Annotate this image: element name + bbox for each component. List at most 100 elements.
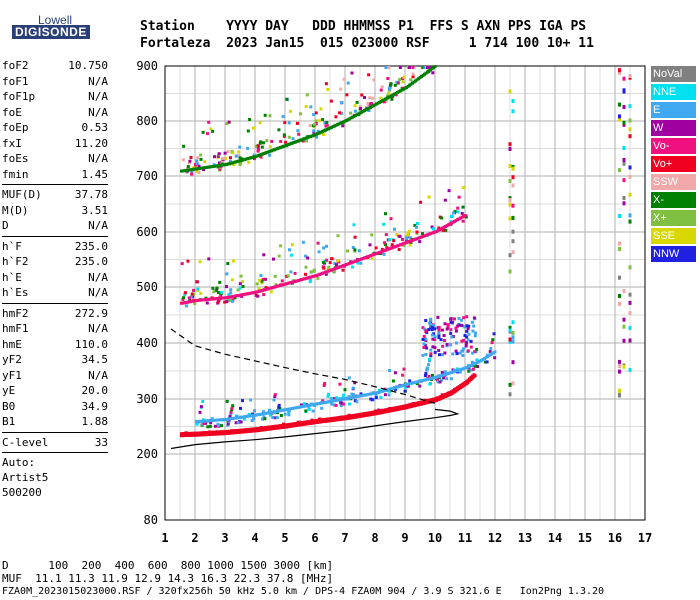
echo-point — [288, 248, 291, 252]
interference-point — [618, 246, 621, 251]
param-row: foEp 0.53 — [2, 120, 108, 136]
interference-point — [508, 202, 512, 207]
interference-point — [622, 120, 626, 125]
echo-point — [471, 367, 475, 371]
interference-point — [622, 196, 626, 200]
echo-point — [304, 265, 308, 269]
interference-point — [618, 275, 621, 280]
x-tick-label: 13 — [518, 531, 532, 545]
echo-point — [427, 374, 431, 378]
echo-point — [418, 240, 422, 244]
echo-point — [437, 333, 441, 337]
echo-point — [208, 424, 212, 428]
echo-point — [363, 96, 366, 99]
interference-point — [628, 134, 632, 139]
echo-point — [274, 283, 278, 287]
parameter-panel: foF2 10.750 foF1 N/A foF1p N/A foE N/A foEp 0.53 f… — [2, 58, 108, 500]
interference-point — [511, 175, 515, 180]
echo-point — [225, 272, 229, 276]
echo-point — [277, 405, 281, 409]
echo-point — [241, 285, 245, 288]
echo-point — [188, 159, 192, 163]
echo-point — [230, 278, 234, 282]
interference-point — [628, 127, 632, 132]
interference-point — [628, 213, 632, 218]
true-height-profile — [170, 408, 460, 450]
param-value: 1.88 — [81, 415, 109, 428]
interference-point — [628, 165, 632, 170]
echo-point — [288, 109, 292, 113]
echo-point — [475, 348, 479, 351]
x-tick-label: 11 — [458, 531, 472, 545]
echo-point — [272, 257, 275, 261]
plot-frame — [164, 65, 646, 521]
echo-point — [469, 339, 473, 343]
param-value: 0.53 — [81, 121, 109, 134]
echo-point — [473, 331, 477, 335]
echo-point — [460, 339, 464, 343]
distance-row: D 100 200 400 600 800 1000 1500 3000 [km… — [2, 559, 334, 572]
interference-point — [618, 392, 621, 397]
echo-point — [355, 100, 359, 104]
param-row: foF1p N/A — [2, 89, 108, 105]
echo-point — [286, 274, 290, 278]
echo-point — [387, 91, 391, 95]
echo-point — [460, 349, 464, 353]
echo-point — [317, 250, 321, 254]
echo-point — [221, 159, 224, 163]
param-value: 110.0 — [74, 337, 108, 351]
echo-point — [422, 346, 426, 349]
y-tick-label: 80 — [144, 513, 158, 527]
echo-point — [403, 389, 407, 393]
echo-point — [287, 413, 291, 417]
echo-point — [321, 399, 325, 403]
interference-point — [618, 241, 621, 246]
echo-point — [273, 274, 277, 278]
echo-point — [351, 386, 355, 390]
echo-point — [442, 376, 445, 380]
artist-version: 500200 — [2, 486, 42, 499]
echo-point — [249, 398, 253, 402]
echo-point — [342, 393, 346, 397]
trace-point — [472, 373, 476, 379]
echo-point — [408, 379, 412, 383]
echo-point — [401, 373, 405, 377]
echo-point — [190, 172, 194, 176]
echo-point — [351, 265, 355, 269]
echo-point — [407, 229, 411, 233]
echo-point — [384, 212, 387, 216]
echo-point — [225, 122, 229, 126]
echo-point — [402, 75, 406, 79]
echo-point — [263, 113, 267, 117]
echo-point — [353, 109, 357, 113]
echo-point — [302, 402, 306, 406]
echo-point — [311, 409, 315, 413]
echo-point — [225, 300, 229, 304]
echo-point — [456, 324, 460, 328]
echo-point — [304, 105, 308, 108]
interference-point — [628, 292, 632, 297]
echo-point — [250, 419, 254, 422]
echo-point — [437, 328, 441, 332]
echo-point — [339, 101, 343, 105]
echo-point — [189, 156, 193, 159]
x-tick-label: 15 — [578, 531, 592, 545]
interference-point — [628, 311, 632, 316]
echo-point — [405, 235, 409, 239]
echo-point — [370, 102, 373, 105]
echo-point — [367, 73, 371, 77]
param-row: yE 20.0 — [2, 383, 108, 399]
echo-point — [386, 77, 390, 80]
echo-point — [205, 301, 209, 305]
echo-point — [463, 325, 467, 329]
muf-row: MUF 11.1 11.3 11.9 12.9 14.3 16.3 22.3 3… — [2, 572, 334, 585]
echo-point — [371, 96, 375, 100]
interference-point — [618, 68, 621, 73]
echo-point — [259, 140, 263, 144]
echo-point — [198, 410, 202, 414]
param-row: h`F 235.0 — [2, 239, 108, 255]
echo-point — [238, 282, 242, 286]
x-tick-label: 10 — [428, 531, 442, 545]
file-info: FZA0M_2023015023000.RSF / 320fx256h 50 k… — [2, 586, 605, 597]
